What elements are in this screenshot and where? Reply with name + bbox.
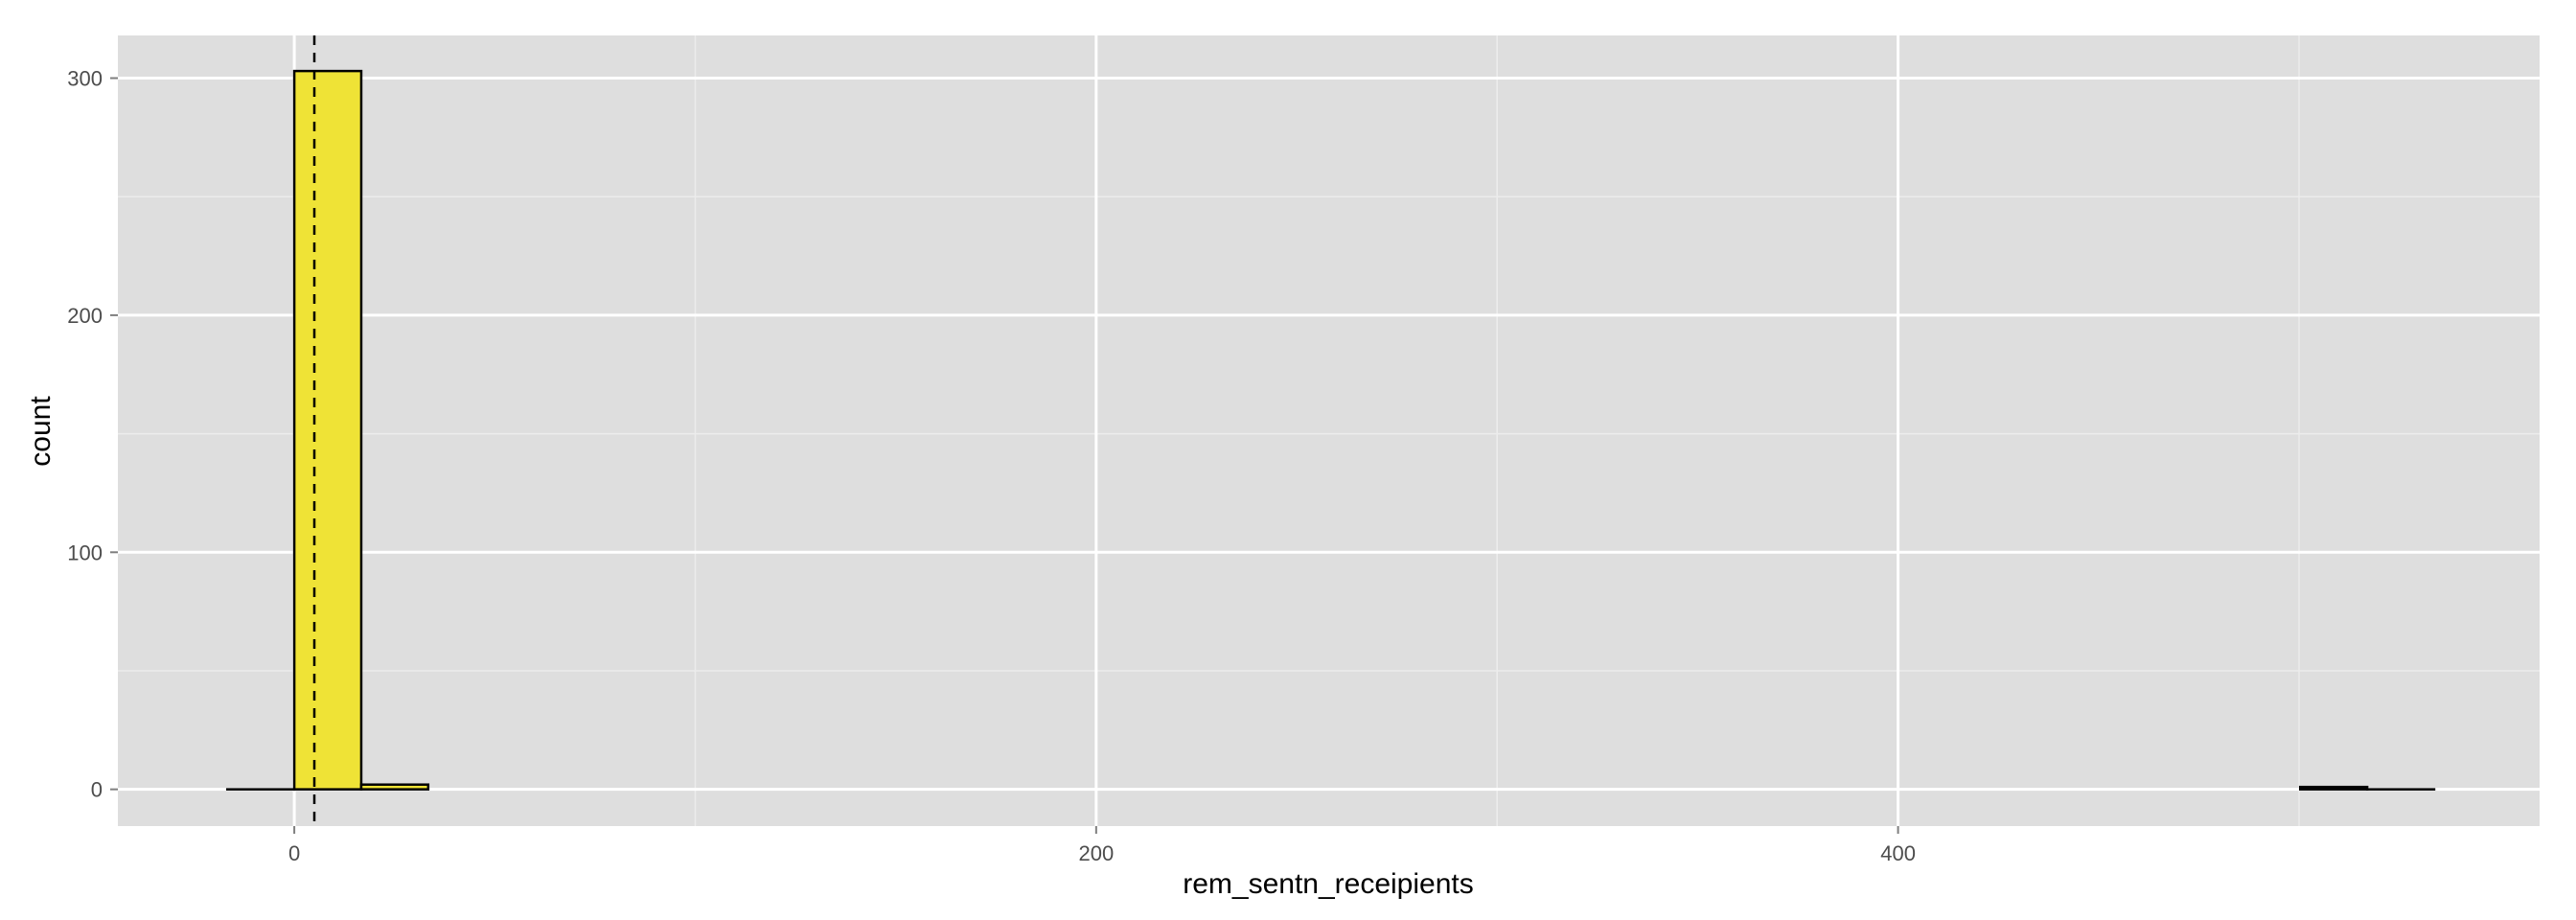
y-tick-label: 300 — [67, 67, 103, 91]
tick-layer: 0 200 400 0 100 200 300 — [67, 67, 1916, 865]
y-tick-label: 0 — [91, 778, 103, 802]
histogram-bar — [2298, 785, 2369, 791]
y-tick-label: 200 — [67, 304, 103, 328]
x-tick-label: 400 — [1880, 841, 1916, 865]
y-axis-title: count — [25, 396, 57, 467]
x-tick-label: 0 — [288, 841, 300, 865]
grid-layer — [118, 35, 2540, 826]
histogram-bar — [292, 69, 363, 791]
plot-panel — [118, 35, 2540, 826]
x-axis-title: rem_sentn_receipients — [1183, 868, 1474, 900]
bar-layer — [225, 69, 2436, 791]
histogram-bar — [359, 783, 430, 791]
x-tick-label: 200 — [1078, 841, 1114, 865]
y-tick-label: 100 — [67, 540, 103, 564]
